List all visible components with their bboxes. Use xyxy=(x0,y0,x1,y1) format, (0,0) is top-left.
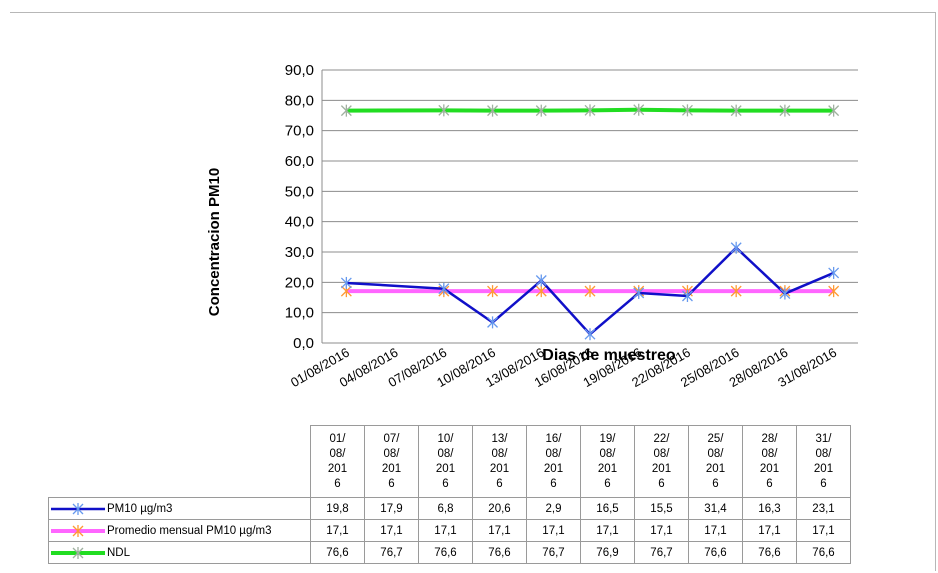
table-row: PM10 µg/m3 19,8 17,9 6,8 20,6 2,9 16,5 15,5 31,4… xyxy=(48,497,851,520)
table-cell: 17,1 xyxy=(688,519,743,542)
legend-label: Promedio mensual PM10 µg/m3 xyxy=(107,524,272,537)
y-tick-label: 80,0 xyxy=(285,92,314,109)
table-row: NDL 76,6 76,7 76,6 76,6 76,7 76,9 76,7 76,6 76,6 7… xyxy=(48,541,851,564)
y-tick-label: 30,0 xyxy=(285,244,314,261)
table-cell: 76,6 xyxy=(418,541,473,564)
chart-frame xyxy=(10,12,936,571)
table-column-header: 25/08/201 6 xyxy=(688,425,743,498)
table-cell: 17,1 xyxy=(472,519,527,542)
y-tick-label: 0,0 xyxy=(293,335,314,352)
legend-swatch xyxy=(51,546,105,559)
table-column-header: 07/08/201 6 xyxy=(364,425,419,498)
y-tick-label: 70,0 xyxy=(285,123,314,140)
table-cell: 17,1 xyxy=(742,519,797,542)
series-markers-2 xyxy=(340,103,840,117)
table-cell: 76,9 xyxy=(580,541,635,564)
legend-swatch xyxy=(51,502,105,515)
y-axis-label: Concentracion PM10 xyxy=(206,168,223,316)
table-cell: 17,1 xyxy=(796,519,851,542)
chart-plot: 0,010,020,030,040,050,060,070,080,090,0 … xyxy=(206,62,858,390)
table-column-header: 13/08/201 6 xyxy=(472,425,527,498)
table-cell: 19,8 xyxy=(310,497,365,520)
y-tick-label: 60,0 xyxy=(285,153,314,170)
table-cell: 17,1 xyxy=(580,519,635,542)
table-cell: 16,5 xyxy=(580,497,635,520)
table-cell: 76,7 xyxy=(364,541,419,564)
table-cell: 76,6 xyxy=(310,541,365,564)
legend-label: PM10 µg/m3 xyxy=(107,502,173,515)
table-row: Promedio mensual PM10 µg/m3 17,1 17,1 17,1 1… xyxy=(48,519,851,542)
series-line-2 xyxy=(346,107,834,113)
table-cell: 17,1 xyxy=(418,519,473,542)
table-cell: 76,6 xyxy=(796,541,851,564)
table-column-header: 16/08/201 6 xyxy=(526,425,581,498)
table-cell: 17,1 xyxy=(364,519,419,542)
table-cell: 23,1 xyxy=(796,497,851,520)
table-cell: 16,3 xyxy=(742,497,797,520)
legend-entry: NDL xyxy=(48,541,311,564)
legend-swatch xyxy=(51,524,105,537)
table-column-header: 22/08/201 6 xyxy=(634,425,689,498)
y-tick-label: 50,0 xyxy=(285,183,314,200)
table-cell: 76,6 xyxy=(742,541,797,564)
legend-entry: PM10 µg/m3 xyxy=(48,497,311,520)
table-cell: 20,6 xyxy=(472,497,527,520)
table-column-header: 28/08/201 6 xyxy=(742,425,797,498)
table-column-header: 31/08/201 6 xyxy=(796,425,851,498)
table-cell: 17,1 xyxy=(310,519,365,542)
series-line-0 xyxy=(346,246,835,336)
series-markers-0 xyxy=(340,241,840,341)
table-cell: 31,4 xyxy=(688,497,743,520)
table-column-header: 19/08/201 6 xyxy=(580,425,635,498)
table-header-row: 01/08/201 6 07/08/201 6 10/08/201 6 13/08/201 6… xyxy=(48,425,851,498)
table-cell: 76,6 xyxy=(688,541,743,564)
y-tick-label: 10,0 xyxy=(285,305,314,322)
y-tick-label: 20,0 xyxy=(285,274,314,291)
data-table: 01/08/201 6 07/08/201 6 10/08/201 6 13/08/201 6… xyxy=(48,425,851,564)
y-tick-label: 40,0 xyxy=(285,214,314,231)
table-column-header: 10/08/201 6 xyxy=(418,425,473,498)
legend-entry: Promedio mensual PM10 µg/m3 xyxy=(48,519,311,542)
table-cell: 17,1 xyxy=(526,519,581,542)
table-cell: 76,6 xyxy=(472,541,527,564)
y-tick-label: 90,0 xyxy=(285,62,314,79)
x-axis-label: Dias de muestreo xyxy=(542,347,676,364)
table-cell: 15,5 xyxy=(634,497,689,520)
table-column-header: 01/08/201 6 xyxy=(310,425,365,498)
legend-label: NDL xyxy=(107,546,131,559)
table-cell: 76,7 xyxy=(634,541,689,564)
table-cell: 76,7 xyxy=(526,541,581,564)
table-cell: 6,8 xyxy=(418,497,473,520)
table-cell: 2,9 xyxy=(526,497,581,520)
table-cell: 17,1 xyxy=(634,519,689,542)
table-cell: 17,9 xyxy=(364,497,419,520)
